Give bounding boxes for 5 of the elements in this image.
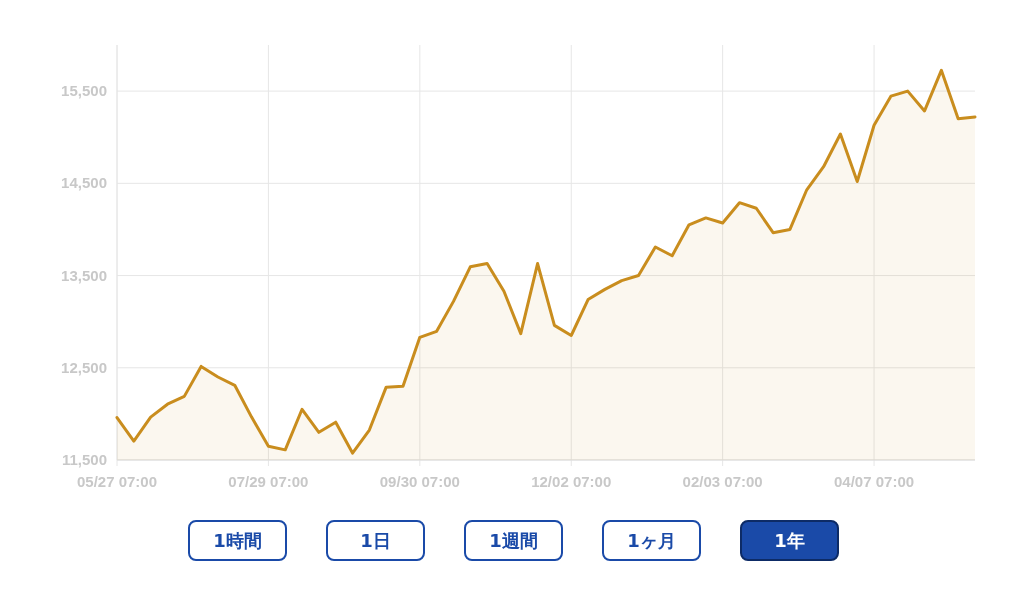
button: 1年 [740, 520, 839, 561]
button: 1ヶ月 [602, 520, 701, 561]
button: 1週間 [464, 520, 563, 561]
button: 1日 [326, 520, 425, 561]
button: 1時間 [188, 520, 287, 561]
